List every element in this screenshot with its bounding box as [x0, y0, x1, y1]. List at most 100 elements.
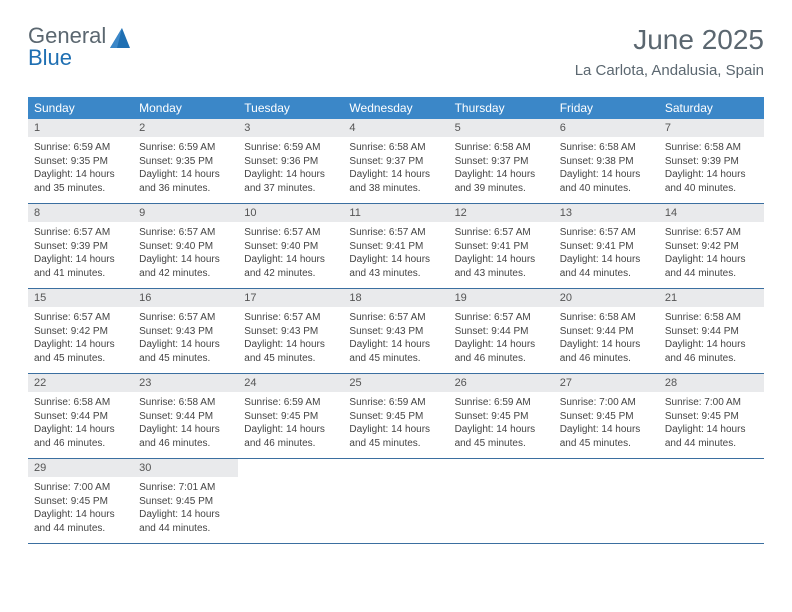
- sunrise-line: Sunrise: 6:58 AM: [665, 311, 758, 325]
- day-number: 12: [449, 204, 554, 222]
- daylight-line: Daylight: 14 hours and 44 minutes.: [560, 253, 653, 280]
- day-cell: Sunrise: 6:59 AMSunset: 9:35 PMDaylight:…: [133, 137, 238, 203]
- day-cell: Sunrise: 6:58 AMSunset: 9:44 PMDaylight:…: [554, 307, 659, 373]
- sunrise-line: Sunrise: 6:57 AM: [139, 311, 232, 325]
- sunrise-line: Sunrise: 6:59 AM: [34, 141, 127, 155]
- day-cell: Sunrise: 6:58 AMSunset: 9:44 PMDaylight:…: [133, 392, 238, 458]
- day-cell: Sunrise: 6:59 AMSunset: 9:45 PMDaylight:…: [449, 392, 554, 458]
- sunset-line: Sunset: 9:40 PM: [139, 240, 232, 254]
- daylight-line: Daylight: 14 hours and 46 minutes.: [560, 338, 653, 365]
- daylight-line: Daylight: 14 hours and 36 minutes.: [139, 168, 232, 195]
- sunrise-line: Sunrise: 6:57 AM: [455, 226, 548, 240]
- day-cell: Sunrise: 6:59 AMSunset: 9:45 PMDaylight:…: [238, 392, 343, 458]
- day-number: 26: [449, 374, 554, 392]
- sunset-line: Sunset: 9:41 PM: [560, 240, 653, 254]
- daynum-row: 2930: [28, 459, 764, 478]
- day-number: 7: [659, 119, 764, 137]
- day-number: 5: [449, 119, 554, 137]
- daylight-line: Daylight: 14 hours and 44 minutes.: [34, 508, 127, 535]
- sunrise-line: Sunrise: 6:57 AM: [560, 226, 653, 240]
- day-cell: Sunrise: 7:01 AMSunset: 9:45 PMDaylight:…: [133, 477, 238, 543]
- daylight-line: Daylight: 14 hours and 38 minutes.: [349, 168, 442, 195]
- sunset-line: Sunset: 9:45 PM: [139, 495, 232, 509]
- daylight-line: Daylight: 14 hours and 40 minutes.: [665, 168, 758, 195]
- daybody-row: Sunrise: 6:57 AMSunset: 9:42 PMDaylight:…: [28, 307, 764, 374]
- daylight-line: Daylight: 14 hours and 45 minutes.: [560, 423, 653, 450]
- daylight-line: Daylight: 14 hours and 43 minutes.: [455, 253, 548, 280]
- sunrise-line: Sunrise: 7:00 AM: [665, 396, 758, 410]
- weekday-header: Sunday: [28, 97, 133, 119]
- weekday-header: Thursday: [449, 97, 554, 119]
- sunset-line: Sunset: 9:38 PM: [560, 155, 653, 169]
- day-number: 2: [133, 119, 238, 137]
- day-number: 24: [238, 374, 343, 392]
- title-block: June 2025 La Carlota, Andalusia, Spain: [575, 24, 764, 79]
- sunset-line: Sunset: 9:44 PM: [34, 410, 127, 424]
- daylight-line: Daylight: 14 hours and 35 minutes.: [34, 168, 127, 195]
- sail-icon: [108, 26, 134, 50]
- weekday-header: Monday: [133, 97, 238, 119]
- sunset-line: Sunset: 9:45 PM: [349, 410, 442, 424]
- daylight-line: Daylight: 14 hours and 45 minutes.: [455, 423, 548, 450]
- sunset-line: Sunset: 9:43 PM: [349, 325, 442, 339]
- day-cell: Sunrise: 6:57 AMSunset: 9:42 PMDaylight:…: [28, 307, 133, 373]
- day-cell: Sunrise: 6:58 AMSunset: 9:38 PMDaylight:…: [554, 137, 659, 203]
- daylight-line: Daylight: 14 hours and 42 minutes.: [244, 253, 337, 280]
- day-cell: Sunrise: 6:57 AMSunset: 9:41 PMDaylight:…: [554, 222, 659, 288]
- day-cell: Sunrise: 7:00 AMSunset: 9:45 PMDaylight:…: [659, 392, 764, 458]
- daylight-line: Daylight: 14 hours and 46 minutes.: [244, 423, 337, 450]
- day-cell: Sunrise: 6:57 AMSunset: 9:41 PMDaylight:…: [343, 222, 448, 288]
- sunrise-line: Sunrise: 6:58 AM: [139, 396, 232, 410]
- day-number: 15: [28, 289, 133, 307]
- daylight-line: Daylight: 14 hours and 40 minutes.: [560, 168, 653, 195]
- sunset-line: Sunset: 9:41 PM: [455, 240, 548, 254]
- day-cell: Sunrise: 6:57 AMSunset: 9:40 PMDaylight:…: [133, 222, 238, 288]
- sunrise-line: Sunrise: 7:01 AM: [139, 481, 232, 495]
- sunrise-line: Sunrise: 6:58 AM: [560, 141, 653, 155]
- sunrise-line: Sunrise: 6:57 AM: [665, 226, 758, 240]
- sunrise-line: Sunrise: 6:57 AM: [34, 311, 127, 325]
- day-cell: Sunrise: 6:57 AMSunset: 9:43 PMDaylight:…: [133, 307, 238, 373]
- day-cell: Sunrise: 7:00 AMSunset: 9:45 PMDaylight:…: [554, 392, 659, 458]
- sunrise-line: Sunrise: 6:59 AM: [244, 141, 337, 155]
- day-number: 19: [449, 289, 554, 307]
- day-cell: Sunrise: 6:58 AMSunset: 9:44 PMDaylight:…: [28, 392, 133, 458]
- sunrise-line: Sunrise: 6:57 AM: [244, 311, 337, 325]
- day-number: 11: [343, 204, 448, 222]
- day-number: 1: [28, 119, 133, 137]
- daylight-line: Daylight: 14 hours and 44 minutes.: [139, 508, 232, 535]
- sunrise-line: Sunrise: 6:57 AM: [349, 226, 442, 240]
- sunrise-line: Sunrise: 6:58 AM: [665, 141, 758, 155]
- day-cell: Sunrise: 6:58 AMSunset: 9:44 PMDaylight:…: [659, 307, 764, 373]
- day-cell: Sunrise: 6:57 AMSunset: 9:41 PMDaylight:…: [449, 222, 554, 288]
- sunset-line: Sunset: 9:45 PM: [665, 410, 758, 424]
- day-cell: Sunrise: 6:57 AMSunset: 9:44 PMDaylight:…: [449, 307, 554, 373]
- day-cell: Sunrise: 7:00 AMSunset: 9:45 PMDaylight:…: [28, 477, 133, 543]
- day-number: 9: [133, 204, 238, 222]
- sunset-line: Sunset: 9:35 PM: [34, 155, 127, 169]
- daylight-line: Daylight: 14 hours and 46 minutes.: [455, 338, 548, 365]
- daylight-line: Daylight: 14 hours and 46 minutes.: [34, 423, 127, 450]
- sunset-line: Sunset: 9:36 PM: [244, 155, 337, 169]
- sunrise-line: Sunrise: 6:57 AM: [34, 226, 127, 240]
- location-text: La Carlota, Andalusia, Spain: [575, 62, 764, 79]
- sunrise-line: Sunrise: 6:59 AM: [455, 396, 548, 410]
- day-number: 16: [133, 289, 238, 307]
- weekday-header: Tuesday: [238, 97, 343, 119]
- daylight-line: Daylight: 14 hours and 41 minutes.: [34, 253, 127, 280]
- sunset-line: Sunset: 9:42 PM: [665, 240, 758, 254]
- day-cell: Sunrise: 6:58 AMSunset: 9:39 PMDaylight:…: [659, 137, 764, 203]
- sunset-line: Sunset: 9:42 PM: [34, 325, 127, 339]
- calendar-body: 1234567Sunrise: 6:59 AMSunset: 9:35 PMDa…: [28, 119, 764, 544]
- sunrise-line: Sunrise: 6:58 AM: [560, 311, 653, 325]
- daylight-line: Daylight: 14 hours and 46 minutes.: [139, 423, 232, 450]
- sunset-line: Sunset: 9:40 PM: [244, 240, 337, 254]
- day-number: 4: [343, 119, 448, 137]
- day-number: 27: [554, 374, 659, 392]
- sunset-line: Sunset: 9:43 PM: [244, 325, 337, 339]
- day-cell: Sunrise: 6:59 AMSunset: 9:36 PMDaylight:…: [238, 137, 343, 203]
- day-cell: Sunrise: 6:58 AMSunset: 9:37 PMDaylight:…: [343, 137, 448, 203]
- daynum-row: 891011121314: [28, 204, 764, 223]
- day-number: 10: [238, 204, 343, 222]
- daybody-row: Sunrise: 6:58 AMSunset: 9:44 PMDaylight:…: [28, 392, 764, 459]
